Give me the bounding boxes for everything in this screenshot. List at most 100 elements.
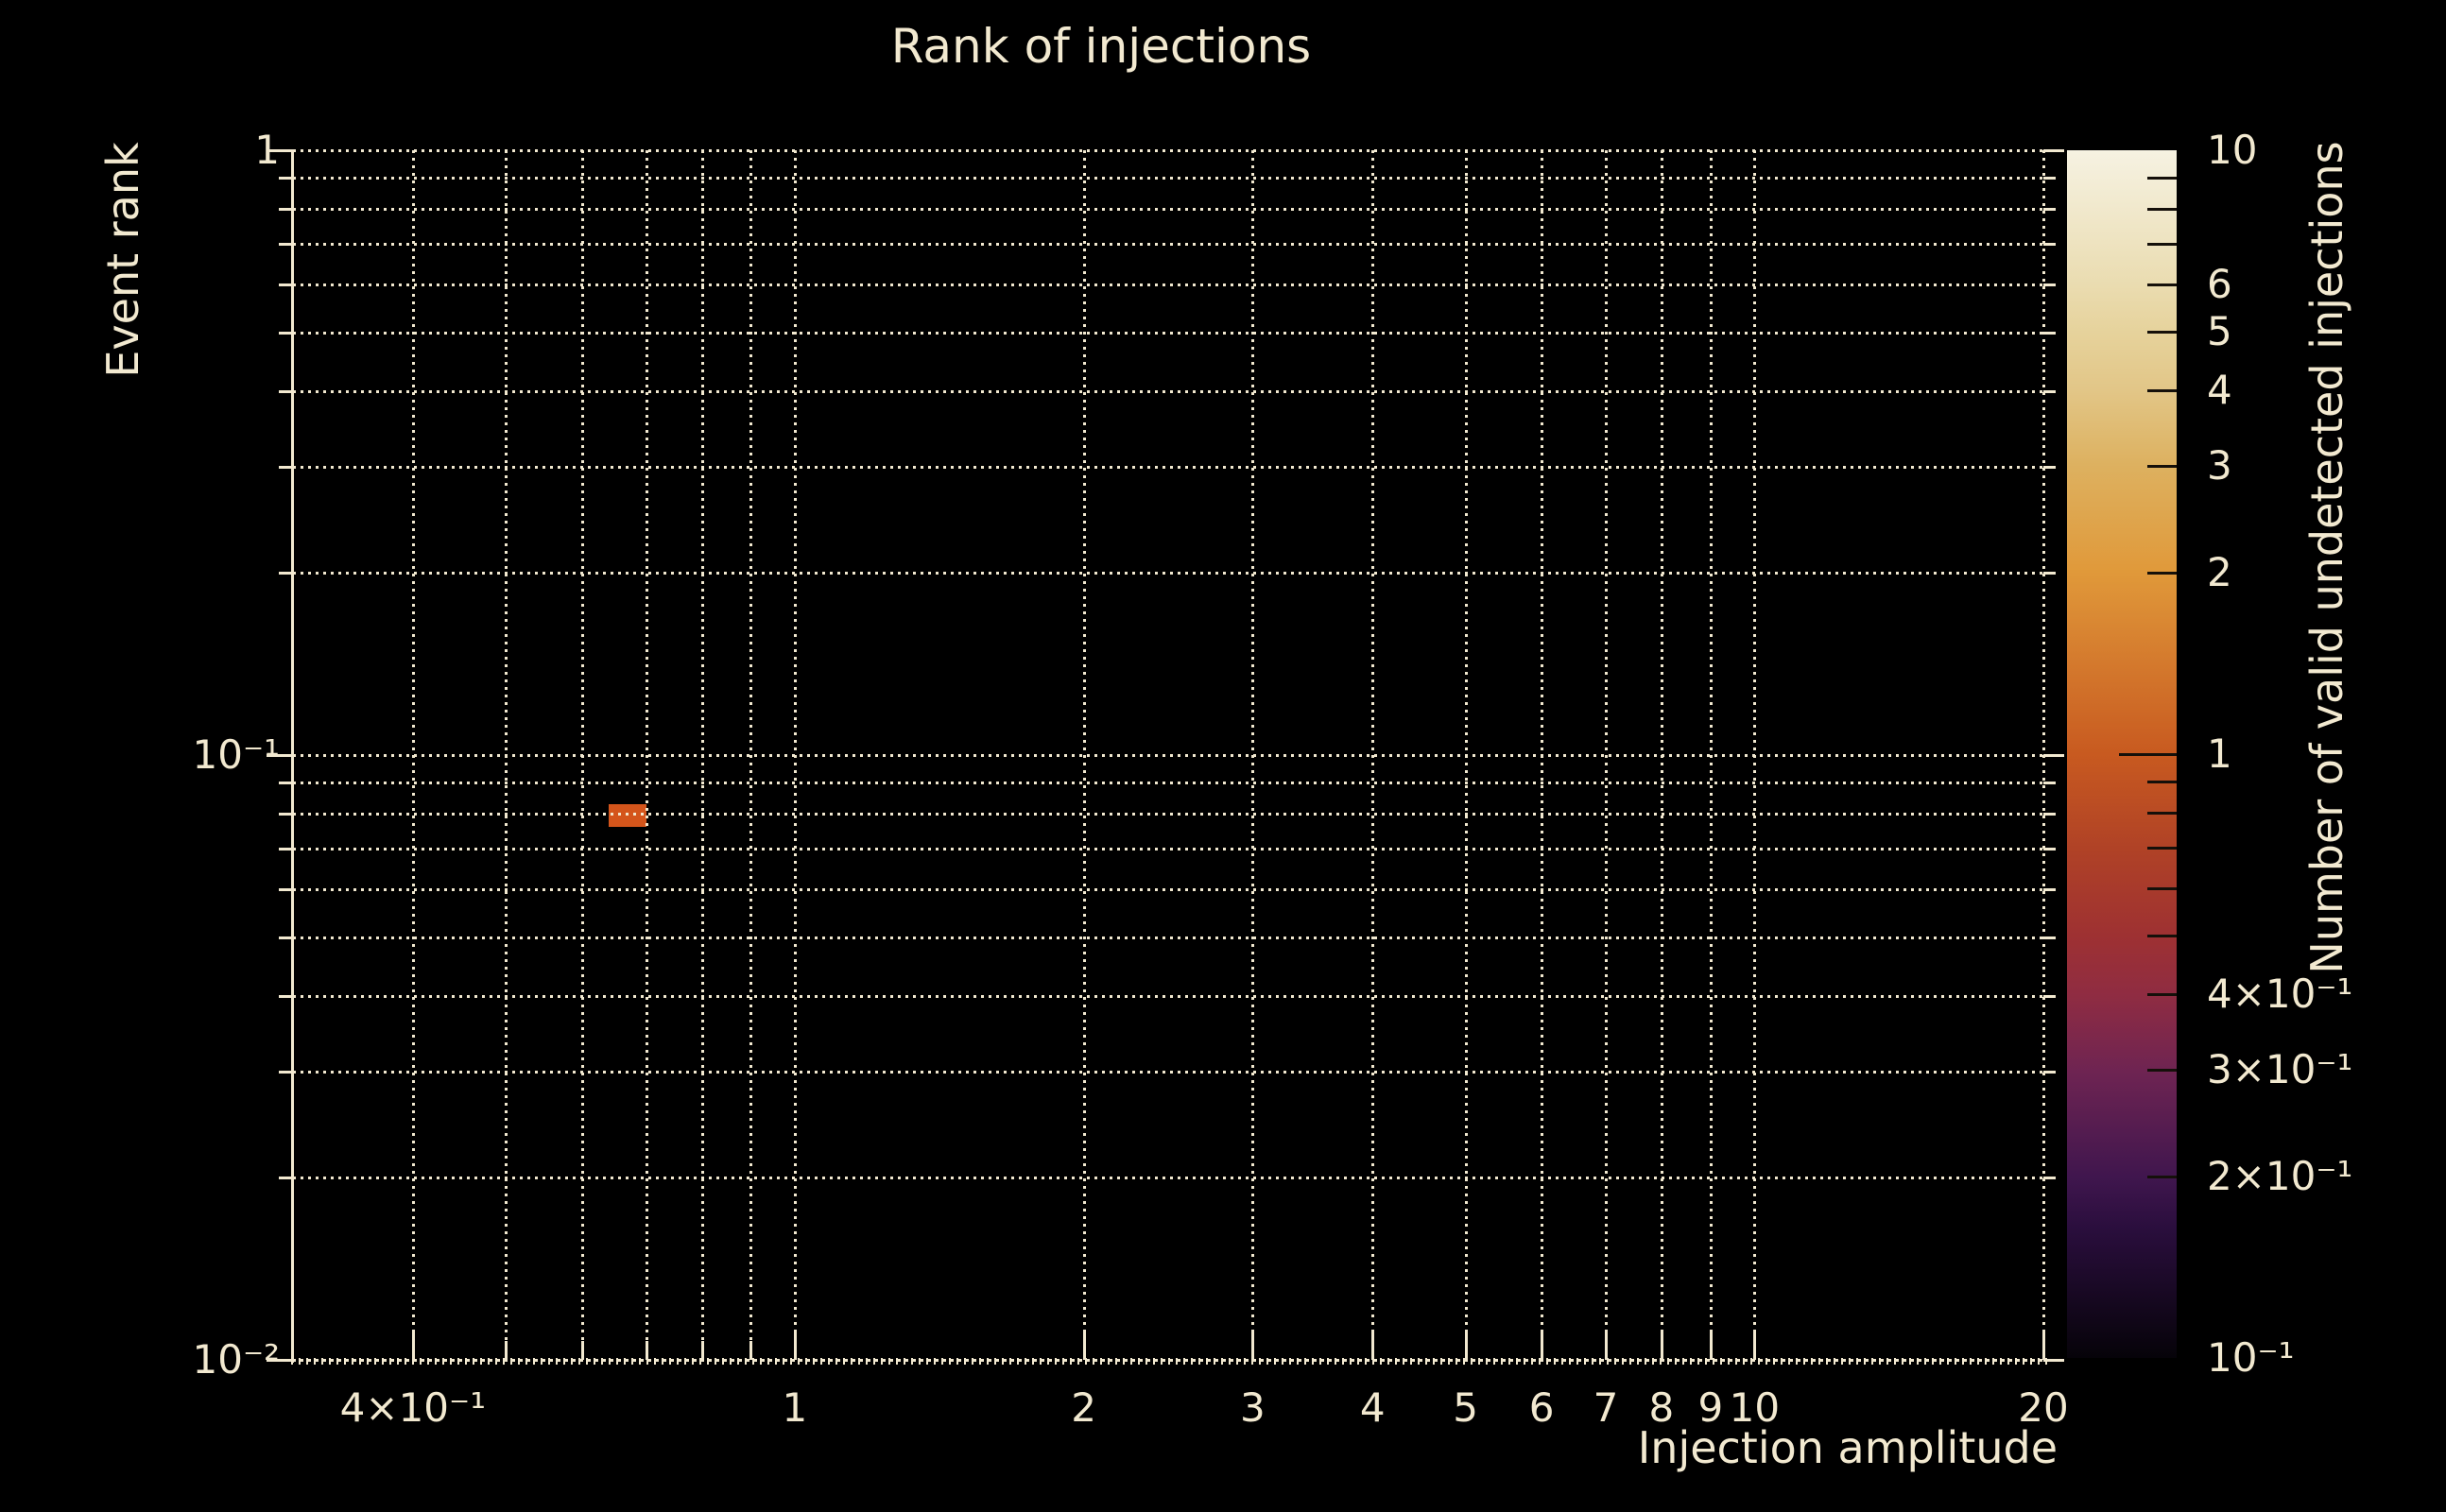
y-tick-right	[2043, 754, 2064, 757]
colorbar-tick	[2147, 993, 2177, 997]
x-tick	[1660, 1332, 1663, 1360]
y-tick-left	[267, 754, 293, 757]
y-tick-right	[2043, 1070, 2056, 1074]
y-grid-line	[293, 1070, 2043, 1074]
colorbar-tick	[2147, 781, 2177, 784]
y-tick-left	[279, 1177, 293, 1180]
y-grid-line	[293, 813, 2043, 816]
x-tick-label: 3	[1240, 1384, 1266, 1431]
colorbar-tick	[2147, 1175, 2177, 1178]
y-grid-line	[293, 754, 2043, 757]
x-tick	[1464, 1332, 1468, 1360]
y-tick-left	[267, 1359, 293, 1362]
x-tick-label: 9	[1697, 1384, 1724, 1431]
x-tick	[1541, 1332, 1544, 1360]
y-grid-line	[293, 177, 2043, 180]
colorbar-tick	[2147, 331, 2177, 335]
y-tick-right	[2043, 389, 2056, 393]
y-tick-left	[279, 177, 293, 180]
y-tick-label: 10⁻¹	[192, 730, 280, 778]
x-tick-label: 1	[782, 1384, 808, 1431]
colorbar-tick	[2147, 283, 2177, 286]
colorbar-tick-label: 3×10⁻¹	[2207, 1046, 2353, 1093]
x-tick	[1709, 1332, 1713, 1360]
y-tick-right	[2043, 936, 2056, 939]
x-tick	[1251, 1332, 1255, 1360]
y-tick-right	[2043, 848, 2056, 851]
y-tick-label: 10⁻²	[192, 1335, 280, 1383]
x-tick	[645, 1341, 648, 1360]
colorbar-tick-label: 10	[2207, 126, 2258, 173]
x-tick	[1371, 1332, 1375, 1360]
x-tick-label: 7	[1593, 1384, 1619, 1431]
y-grid-line	[293, 149, 2043, 152]
x-tick	[505, 1341, 508, 1360]
colorbar-tick	[2147, 571, 2177, 575]
colorbar-tick	[2147, 935, 2177, 938]
y-tick-left	[279, 1070, 293, 1074]
y-tick-right	[2043, 208, 2056, 212]
colorbar-title: Number of valid undetected injections	[2301, 141, 2352, 974]
y-tick-right	[2043, 813, 2056, 816]
y-tick-left	[279, 848, 293, 851]
y-tick-left	[279, 331, 293, 335]
colorbar-tick-label: 4	[2207, 367, 2232, 414]
y-grid-line	[293, 1177, 2043, 1180]
x-tick	[411, 1332, 415, 1360]
y-grid-line	[293, 782, 2043, 785]
y-tick-left	[279, 936, 293, 939]
y-tick-left	[279, 389, 293, 393]
colorbar-tick	[2147, 177, 2177, 180]
heatmap-cell	[609, 803, 646, 828]
x-tick	[749, 1341, 753, 1360]
x-tick-label: 4×10⁻¹	[339, 1384, 487, 1431]
colorbar-tick-label: 5	[2207, 308, 2232, 355]
y-tick-left	[279, 283, 293, 286]
colorbar-tick	[2147, 1069, 2177, 1073]
y-grid-line	[293, 283, 2043, 286]
y-tick-left	[279, 887, 293, 891]
y-grid-line	[293, 994, 2043, 998]
y-axis-title: Event rank	[97, 142, 148, 378]
y-tick-right	[2043, 283, 2056, 286]
colorbar-tick-label: 3	[2207, 442, 2232, 490]
y-tick-right	[2043, 177, 2056, 180]
colorbar-tick-label: 2	[2207, 548, 2232, 595]
x-tick	[1753, 1332, 1757, 1360]
x-tick	[2042, 1332, 2045, 1360]
y-tick-left	[279, 208, 293, 212]
y-tick-left	[279, 994, 293, 998]
y-tick-right	[2043, 994, 2056, 998]
y-tick-left	[267, 149, 293, 152]
y-grid-line	[293, 331, 2043, 335]
colorbar-tick	[2147, 811, 2177, 815]
y-grid-line	[293, 465, 2043, 469]
y-tick-right	[2043, 243, 2056, 247]
colorbar-tick-label: 1	[2207, 730, 2232, 777]
x-tick-label: 4	[1359, 1384, 1386, 1431]
x-tick-label: 10	[1729, 1384, 1781, 1431]
x-tick-label: 5	[1453, 1384, 1479, 1431]
x-tick-label: 2	[1071, 1384, 1096, 1431]
colorbar-tick-label: 2×10⁻¹	[2207, 1152, 2353, 1199]
y-tick-left	[279, 782, 293, 785]
colorbar-tick	[2147, 846, 2177, 850]
y-tick-left	[279, 813, 293, 816]
x-tick	[580, 1341, 584, 1360]
colorbar-tick	[2119, 753, 2177, 756]
y-grid-line	[293, 1359, 2043, 1362]
colorbar-tick	[2147, 207, 2177, 211]
x-axis-title: Injection amplitude	[1637, 1422, 2058, 1473]
y-grid-line	[293, 887, 2043, 891]
y-tick-right	[2043, 465, 2056, 469]
colorbar-tick-label: 10⁻¹	[2207, 1333, 2295, 1381]
y-grid-line	[293, 389, 2043, 393]
y-tick-left	[279, 465, 293, 469]
colorbar-tick	[2147, 389, 2177, 393]
y-grid-line	[293, 848, 2043, 851]
colorbar-tick	[2147, 465, 2177, 469]
y-grid-line	[293, 208, 2043, 212]
y-tick-right	[2043, 887, 2056, 891]
y-grid-line	[293, 243, 2043, 247]
